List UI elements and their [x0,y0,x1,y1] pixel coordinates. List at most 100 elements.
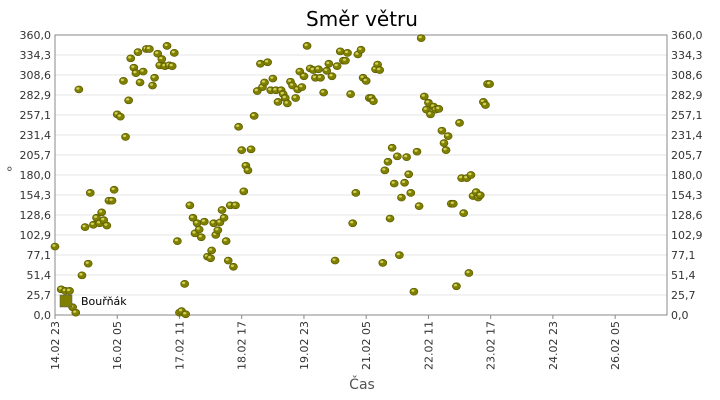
legend-swatch [59,294,73,308]
data-point [404,170,414,179]
data-point-highlight [133,70,137,74]
data-point [356,45,366,54]
data-point-highlight [137,80,141,83]
legend-label: Bouřňák [81,295,127,308]
data-point-highlight [326,61,330,64]
data-point-highlight [334,63,338,67]
data-point [481,101,490,109]
data-point-highlight [355,52,359,55]
data-point-highlight [464,175,468,179]
data-point [148,81,157,90]
y-tick-label-right: 334,3 [671,49,703,62]
data-point [115,112,125,121]
data-point [351,189,361,197]
data-point-highlight [157,63,161,66]
y-tick-label-right: 25,7 [671,289,696,302]
data-point [162,42,172,50]
data-point-highlight [239,147,243,151]
data-point [395,251,404,259]
data-point-highlight [261,80,266,83]
data-point-highlight [363,78,367,82]
data-point [231,201,240,210]
data-point [260,78,269,87]
data-point [221,237,231,245]
y-tick-label-right: 205,7 [671,149,703,162]
data-point-highlight [425,100,430,103]
y-tick-label-left: 282,9 [20,89,52,102]
y-tick-label-right: 128,6 [671,209,703,222]
data-point [291,94,301,102]
data-point-highlight [66,288,71,292]
data-point [223,256,233,265]
data-point-highlight [394,154,398,157]
data-point-highlight [427,112,432,115]
data-point-highlight [273,88,277,91]
data-point [268,74,278,83]
data-point [455,119,464,127]
y-tick-label-left: 0,0 [34,309,52,322]
data-point [437,126,447,135]
data-point-highlight [278,88,282,91]
data-point-highlight [114,112,118,115]
data-point [185,201,195,210]
data-point-highlight [287,79,292,82]
data-point [375,66,385,74]
data-point [83,259,93,268]
data-point [109,185,119,194]
data-point-highlight [431,104,435,107]
data-point-highlight [73,310,77,313]
data-point-highlight [385,159,389,162]
data-point [229,262,238,271]
data-point [439,139,449,147]
data-point-highlight [282,95,286,99]
data-point-highlight [299,84,303,88]
data-point-highlight [221,215,225,218]
data-point-highlight [201,219,205,222]
data-point [324,59,334,68]
data-point-highlight [301,74,305,77]
data-point [50,242,60,251]
data-point [385,214,395,223]
data-point-highlight [243,163,247,166]
data-point-highlight [293,95,297,99]
data-point-highlight [423,107,427,110]
data-point-highlight [245,168,249,171]
data-point-highlight [241,189,245,192]
legend: Bouřňák [59,294,127,308]
data-point [369,97,378,105]
data-point-highlight [178,308,183,312]
data-point-highlight [473,189,477,193]
data-point-highlight [131,65,135,68]
x-tick-label: 14.02 23 [49,321,62,370]
data-point-highlight [275,99,279,103]
data-point [319,88,329,97]
data-point-highlight [187,203,191,206]
data-point-highlight [416,203,420,207]
data-point-highlight [151,75,156,78]
data-point [400,178,409,187]
data-point [380,166,390,175]
data-point-highlight [324,68,328,71]
data-point [332,62,342,70]
data-point-highlight [461,210,465,214]
y-tick-label-left: 154,3 [20,189,52,202]
data-point-highlight [62,288,66,292]
data-point [135,78,145,87]
data-point-highlight [315,67,320,70]
y-tick-label-right: 0,0 [671,309,689,322]
data-point-highlight [358,47,362,50]
data-point [85,189,95,197]
data-point [200,217,209,226]
data-point-highlight [268,88,272,91]
y-tick-label-right: 102,9 [671,229,703,242]
data-point [133,48,143,56]
data-point-highlight [421,94,425,97]
x-tick-label: 24.02 23 [547,321,560,370]
data-point-highlight [97,221,101,224]
x-tick-label: 26.02 05 [609,321,622,370]
data-point-highlight [312,75,316,78]
data-point [459,209,469,217]
data-point-highlight [387,216,391,219]
data-point [327,72,337,81]
data-point [406,189,416,197]
